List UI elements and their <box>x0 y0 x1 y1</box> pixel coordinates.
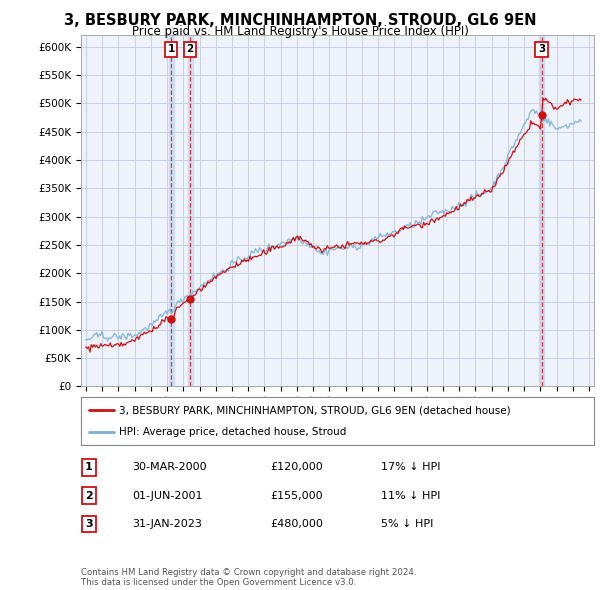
Text: 2: 2 <box>187 44 194 54</box>
Text: 11% ↓ HPI: 11% ↓ HPI <box>381 491 440 500</box>
Text: 17% ↓ HPI: 17% ↓ HPI <box>381 463 440 472</box>
Text: 1: 1 <box>167 44 175 54</box>
Text: 30-MAR-2000: 30-MAR-2000 <box>132 463 206 472</box>
Text: Price paid vs. HM Land Registry's House Price Index (HPI): Price paid vs. HM Land Registry's House … <box>131 25 469 38</box>
Text: Contains HM Land Registry data © Crown copyright and database right 2024.
This d: Contains HM Land Registry data © Crown c… <box>81 568 416 587</box>
Text: 3: 3 <box>538 44 545 54</box>
Text: 31-JAN-2023: 31-JAN-2023 <box>132 519 202 529</box>
Text: 2: 2 <box>85 491 92 500</box>
Text: £155,000: £155,000 <box>270 491 323 500</box>
Text: 3, BESBURY PARK, MINCHINHAMPTON, STROUD, GL6 9EN (detached house): 3, BESBURY PARK, MINCHINHAMPTON, STROUD,… <box>119 405 511 415</box>
Text: 01-JUN-2001: 01-JUN-2001 <box>132 491 203 500</box>
Text: 1: 1 <box>85 463 92 472</box>
Text: £480,000: £480,000 <box>270 519 323 529</box>
Text: £120,000: £120,000 <box>270 463 323 472</box>
Text: 5% ↓ HPI: 5% ↓ HPI <box>381 519 433 529</box>
Bar <box>188 35 193 386</box>
Bar <box>169 35 173 386</box>
Bar <box>539 35 544 386</box>
Text: 3: 3 <box>85 519 92 529</box>
Text: 3, BESBURY PARK, MINCHINHAMPTON, STROUD, GL6 9EN: 3, BESBURY PARK, MINCHINHAMPTON, STROUD,… <box>64 13 536 28</box>
Text: HPI: Average price, detached house, Stroud: HPI: Average price, detached house, Stro… <box>119 427 347 437</box>
